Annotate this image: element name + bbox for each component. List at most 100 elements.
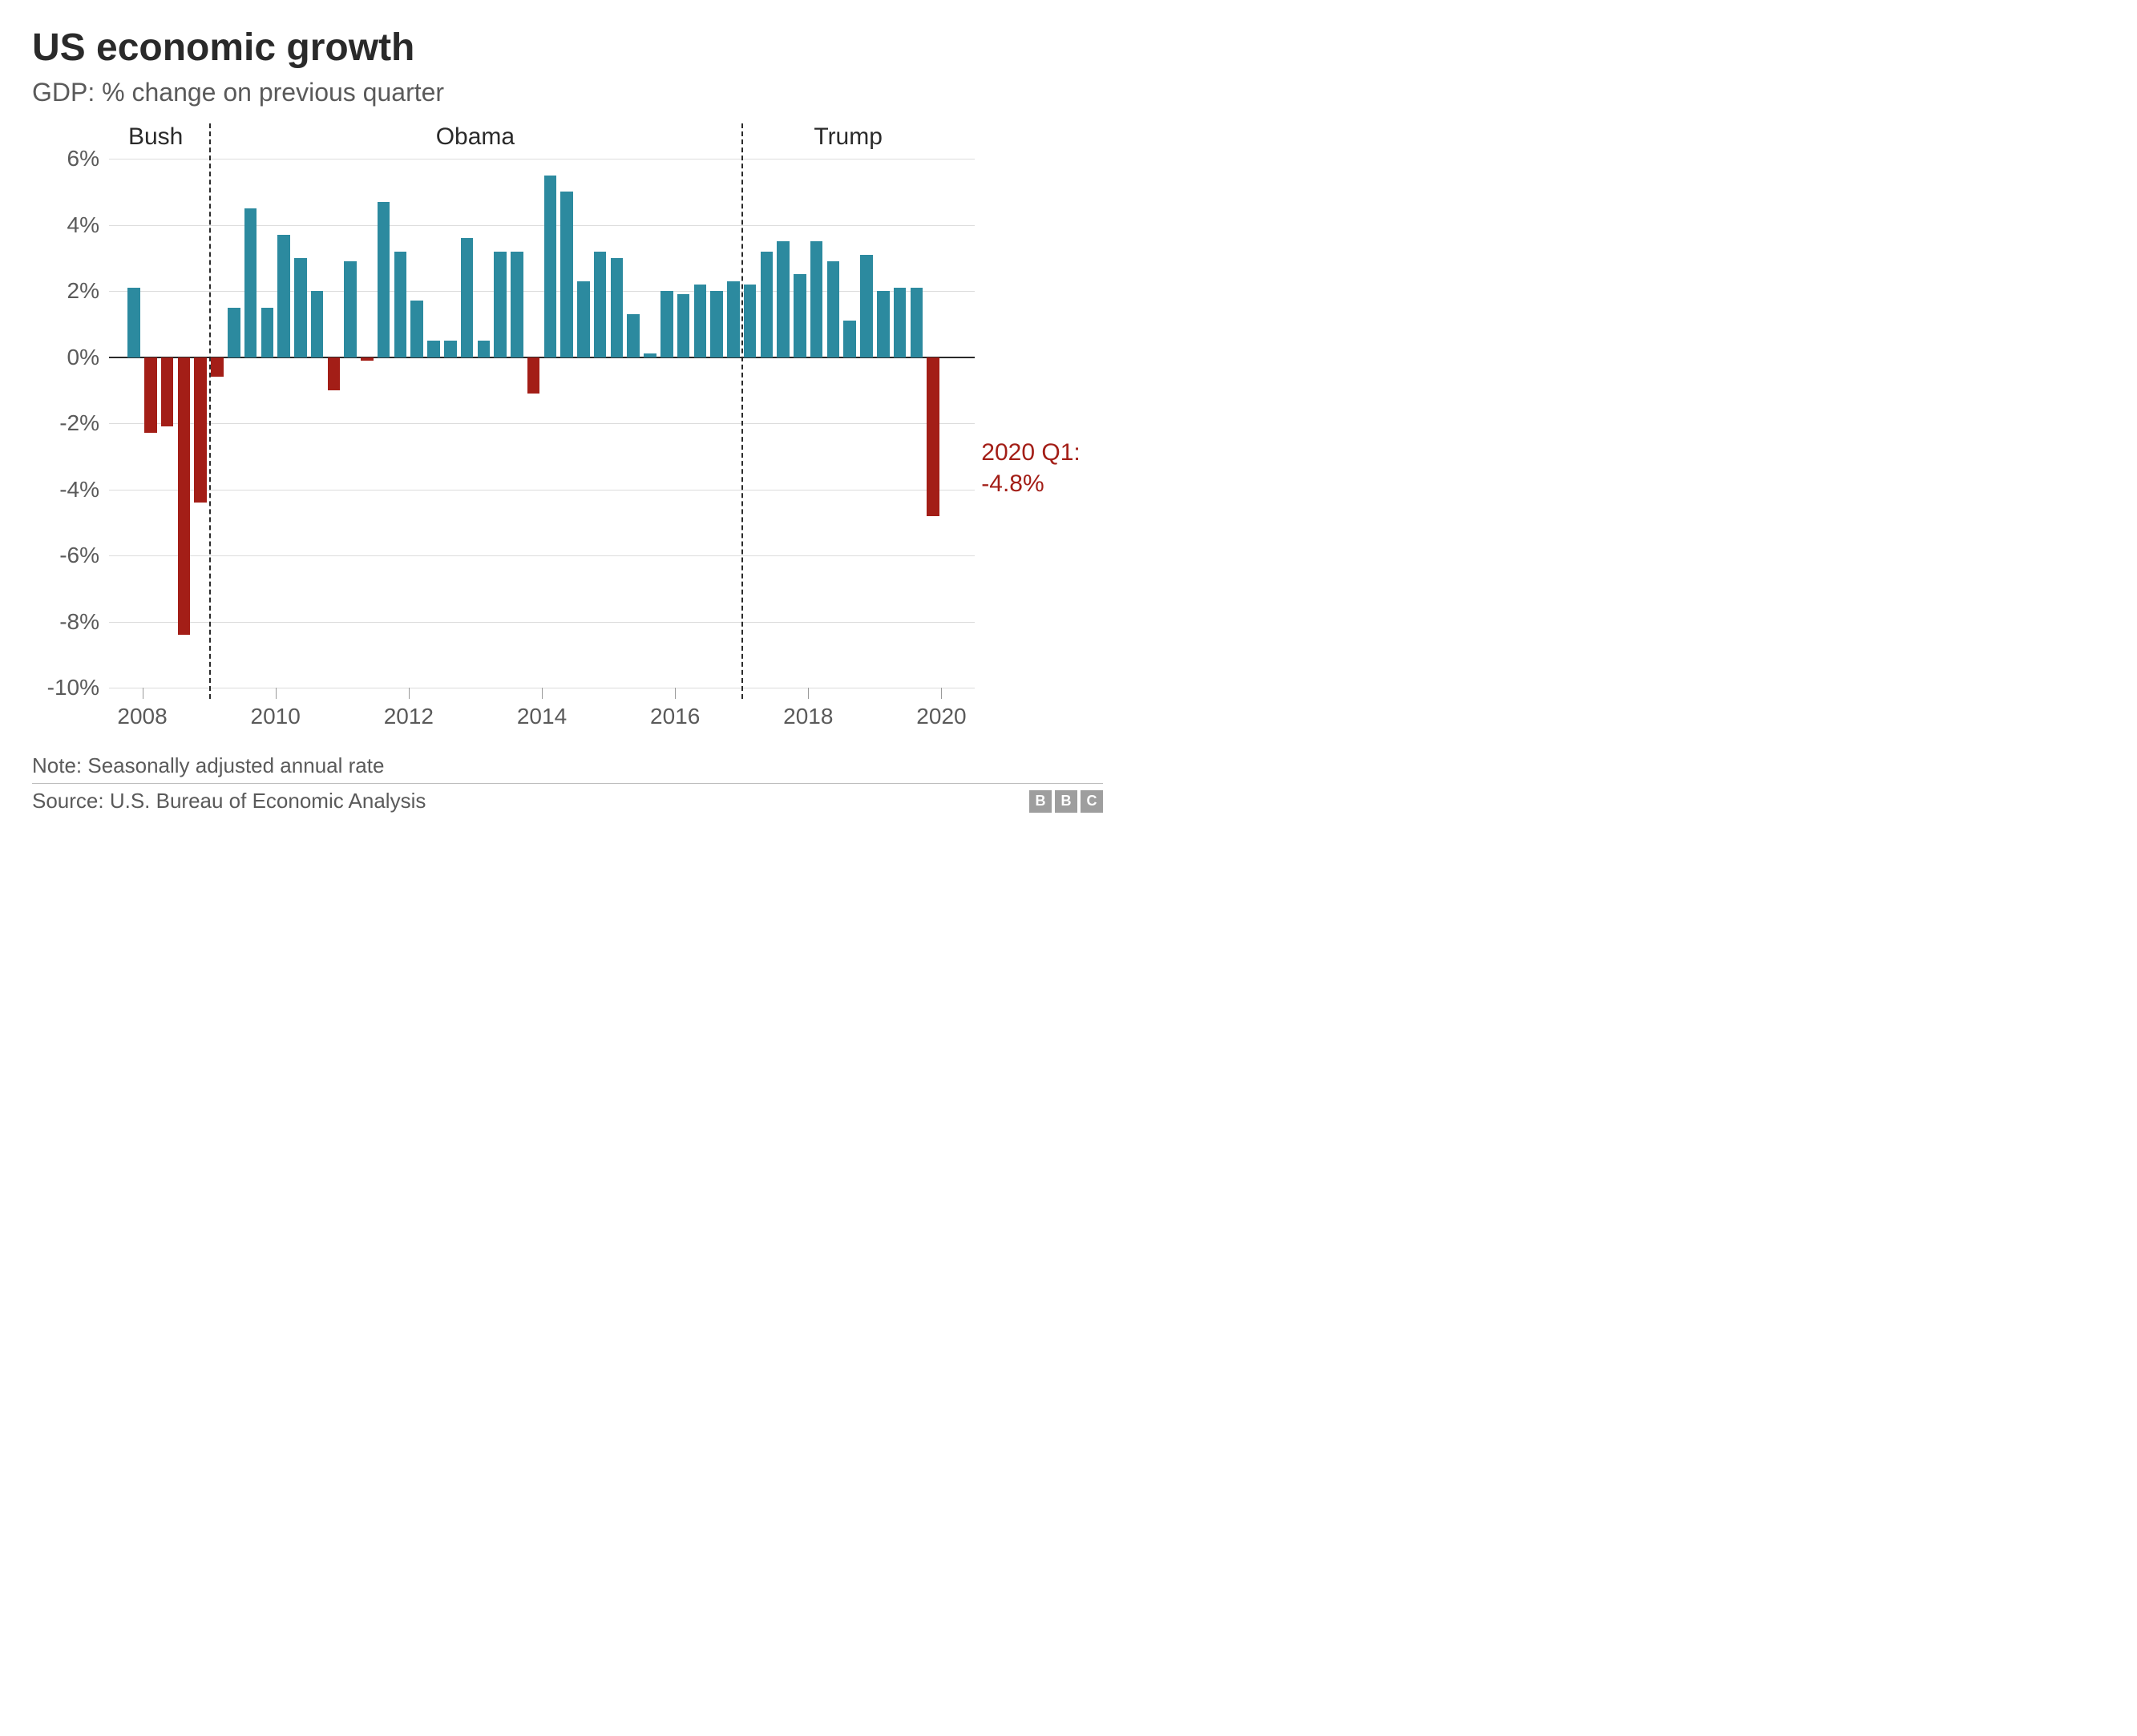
callout-line: 2020 Q1:	[981, 437, 1080, 468]
x-axis: 2008 2010 2012 2014 2016 2018 2020	[109, 688, 975, 736]
chart-container: US economic growth GDP: % change on prev…	[32, 26, 1103, 813]
x-tick-label: 2014	[517, 704, 567, 729]
y-tick-label: -8%	[59, 609, 99, 635]
bar	[843, 321, 856, 357]
y-tick-label: 0%	[67, 345, 99, 370]
y-axis: 6%4%2%0%-2%-4%-6%-8%-10%	[32, 159, 109, 688]
bar	[294, 258, 307, 357]
x-tick-label: 2010	[251, 704, 301, 729]
x-tick-label: 2016	[650, 704, 700, 729]
bar	[261, 308, 274, 357]
source-text: Source: U.S. Bureau of Economic Analysis	[32, 789, 426, 813]
bar	[560, 192, 573, 357]
bar	[277, 235, 290, 357]
bbc-logo: BBC	[1029, 790, 1103, 813]
bar	[577, 281, 590, 357]
bar	[127, 288, 140, 357]
y-tick-label: -4%	[59, 477, 99, 503]
bar	[677, 294, 690, 357]
bar	[461, 238, 474, 357]
logo-letter: B	[1055, 790, 1077, 813]
x-tick-label: 2018	[783, 704, 833, 729]
bar	[511, 252, 523, 357]
bar	[228, 308, 240, 357]
x-tick-label: 2012	[384, 704, 434, 729]
bar	[527, 357, 540, 394]
era-label: Bush	[128, 123, 183, 151]
bar	[211, 357, 224, 377]
note-text: Note: Seasonally adjusted annual rate	[32, 753, 1103, 778]
x-tick-mark	[675, 688, 676, 699]
y-tick-label: 2%	[67, 278, 99, 304]
bar	[877, 291, 890, 357]
grid-line	[109, 555, 975, 556]
y-tick-label: -10%	[47, 675, 99, 700]
x-tick-mark	[808, 688, 809, 699]
bar	[627, 314, 640, 357]
bar	[827, 261, 840, 357]
bar	[794, 274, 806, 357]
bar	[894, 288, 907, 357]
grid-line	[109, 490, 975, 491]
x-tick-mark	[276, 688, 277, 699]
divider-rule	[32, 783, 1103, 784]
era-label: Trump	[814, 123, 883, 151]
bar	[927, 357, 939, 516]
bar	[744, 285, 757, 357]
x-tick-mark	[409, 688, 410, 699]
callout-line: -4.8%	[981, 468, 1080, 499]
x-tick-mark	[542, 688, 543, 699]
logo-letter: B	[1029, 790, 1052, 813]
footnotes: Note: Seasonally adjusted annual rate So…	[32, 753, 1103, 813]
bar	[777, 241, 790, 357]
chart-subtitle: GDP: % change on previous quarter	[32, 78, 1103, 107]
bar	[710, 291, 723, 357]
grid-line	[109, 423, 975, 424]
callout: 2020 Q1:-4.8%	[981, 437, 1080, 499]
bar	[478, 341, 491, 357]
bar	[410, 301, 423, 357]
bar	[611, 258, 624, 357]
bar	[644, 353, 656, 357]
bar	[311, 291, 324, 357]
grid-line	[109, 622, 975, 623]
bar	[378, 202, 390, 357]
bar	[911, 288, 923, 357]
bar	[144, 357, 157, 434]
x-tick-label: 2020	[916, 704, 966, 729]
era-divider	[741, 123, 743, 699]
bar	[328, 357, 341, 390]
bar	[444, 341, 457, 357]
bar	[694, 285, 707, 357]
bar	[860, 255, 873, 357]
bar	[761, 252, 774, 357]
bar	[660, 291, 673, 357]
bar	[394, 252, 407, 357]
plot-area: 6% 4% 2% 0% -2% -4% -6% -8% -10% 2008 2010 2012 201…	[32, 123, 1103, 736]
era-label: Obama	[436, 123, 515, 151]
grid-line	[109, 291, 975, 292]
bar	[361, 357, 374, 361]
grid-line	[109, 225, 975, 226]
bar	[244, 208, 257, 357]
bar	[810, 241, 823, 357]
y-tick-label: -6%	[59, 543, 99, 568]
bar	[427, 341, 440, 357]
bar	[544, 176, 557, 357]
bar	[178, 357, 191, 636]
logo-letter: C	[1081, 790, 1103, 813]
bar	[727, 281, 740, 357]
y-tick-label: -2%	[59, 410, 99, 436]
chart-title: US economic growth	[32, 26, 1103, 70]
bar	[161, 357, 174, 427]
era-divider	[209, 123, 211, 699]
plot	[109, 159, 975, 688]
bar	[194, 357, 207, 503]
x-tick-label: 2008	[117, 704, 167, 729]
bar	[594, 252, 607, 357]
bar	[494, 252, 507, 357]
x-tick-mark	[941, 688, 942, 699]
bar	[344, 261, 357, 357]
y-tick-label: 6%	[67, 146, 99, 172]
y-tick-label: 4%	[67, 212, 99, 238]
